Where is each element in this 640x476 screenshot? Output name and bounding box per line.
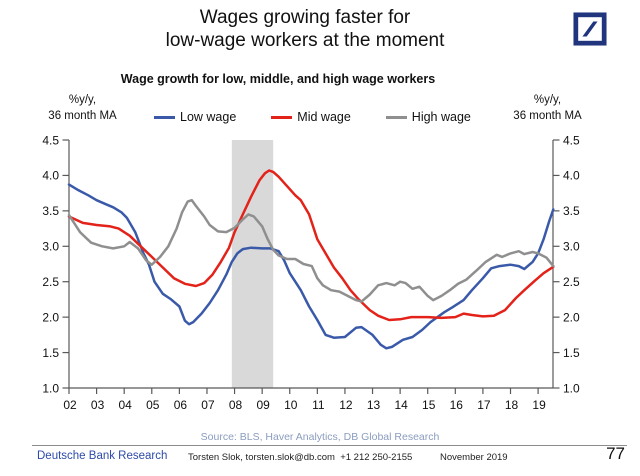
svg-text:2.0: 2.0 <box>563 310 580 324</box>
deutsche-bank-logo-icon <box>573 12 607 46</box>
svg-text:12: 12 <box>339 398 353 412</box>
svg-text:4.0: 4.0 <box>42 169 59 183</box>
series-mid-wage <box>67 169 555 322</box>
svg-text:19: 19 <box>532 398 546 412</box>
svg-text:4.5: 4.5 <box>563 133 580 147</box>
svg-text:3.5: 3.5 <box>563 204 580 218</box>
recession-band <box>231 140 274 388</box>
svg-text:15: 15 <box>422 398 436 412</box>
svg-text:1.0: 1.0 <box>563 381 580 395</box>
page-number: 77 <box>606 444 625 463</box>
svg-text:1.0: 1.0 <box>42 381 59 395</box>
chart-title: Wage growth for low, middle, and high wa… <box>120 72 436 86</box>
footer-divider <box>32 445 627 446</box>
legend-label-high-wage: High wage <box>411 110 471 124</box>
series-high-wage <box>67 198 555 303</box>
svg-text:02: 02 <box>63 398 77 412</box>
chart-legend: Low wage Mid wage High wage <box>154 110 471 124</box>
svg-text:17: 17 <box>477 398 491 412</box>
svg-text:16: 16 <box>450 398 464 412</box>
svg-text:1.5: 1.5 <box>563 346 580 360</box>
svg-text:3.0: 3.0 <box>42 240 59 254</box>
svg-text:4.0: 4.0 <box>563 169 580 183</box>
svg-text:1.5: 1.5 <box>42 346 59 360</box>
high-wage-line-swatch-icon <box>385 115 407 119</box>
legend-item-mid-wage: Mid wage <box>271 110 351 124</box>
svg-text:3.0: 3.0 <box>563 240 580 254</box>
brand-label: Deutsche Bank Research <box>37 450 168 462</box>
svg-text:09: 09 <box>256 398 270 412</box>
svg-text:07: 07 <box>201 398 215 412</box>
contact-info: Torsten Slok, torsten.slok@db.com +1 212… <box>188 452 413 463</box>
chart-area: 4.5 4.5 4.0 4.0 3.5 3.5 3.0 3.0 2.5 2.5 2.0 2.0 1.5 1… <box>0 130 640 422</box>
svg-text:18: 18 <box>505 398 519 412</box>
source-note: Source: BLS, Haver Analytics, DB Global … <box>200 431 440 443</box>
left-axis-unit-label: %y/y, 36 month MA <box>48 94 117 122</box>
svg-text:11: 11 <box>312 398 325 412</box>
legend-label-low-wage: Low wage <box>180 110 237 124</box>
svg-text:2.5: 2.5 <box>42 275 59 289</box>
mid-wage-line-swatch-icon <box>271 115 293 119</box>
svg-text:08: 08 <box>229 398 243 412</box>
svg-text:03: 03 <box>91 398 105 412</box>
series-low-wage <box>67 183 555 350</box>
svg-text:14: 14 <box>394 398 408 412</box>
wage-chart-svg: 4.5 4.5 4.0 4.0 3.5 3.5 3.0 3.0 2.5 2.5 2.0 2.0 1.5 1… <box>42 133 580 412</box>
page-title: Wages growing faster for low-wage worker… <box>165 7 445 51</box>
svg-text:2.0: 2.0 <box>42 310 59 324</box>
svg-text:06: 06 <box>174 398 188 412</box>
legend-label-mid-wage: Mid wage <box>297 110 351 124</box>
svg-text:3.5: 3.5 <box>42 204 59 218</box>
svg-text:10: 10 <box>284 398 298 412</box>
svg-text:04: 04 <box>119 398 133 412</box>
svg-text:05: 05 <box>146 398 160 412</box>
legend-item-low-wage: Low wage <box>154 110 236 124</box>
svg-text:2.5: 2.5 <box>563 275 580 289</box>
legend-item-high-wage: High wage <box>385 110 471 124</box>
publication-date: November 2019 <box>440 452 508 463</box>
low-wage-line-swatch-icon <box>154 115 175 119</box>
right-axis-unit-label: %y/y, 36 month MA <box>513 94 582 122</box>
svg-text:4.5: 4.5 <box>42 133 59 147</box>
svg-text:13: 13 <box>367 398 381 412</box>
